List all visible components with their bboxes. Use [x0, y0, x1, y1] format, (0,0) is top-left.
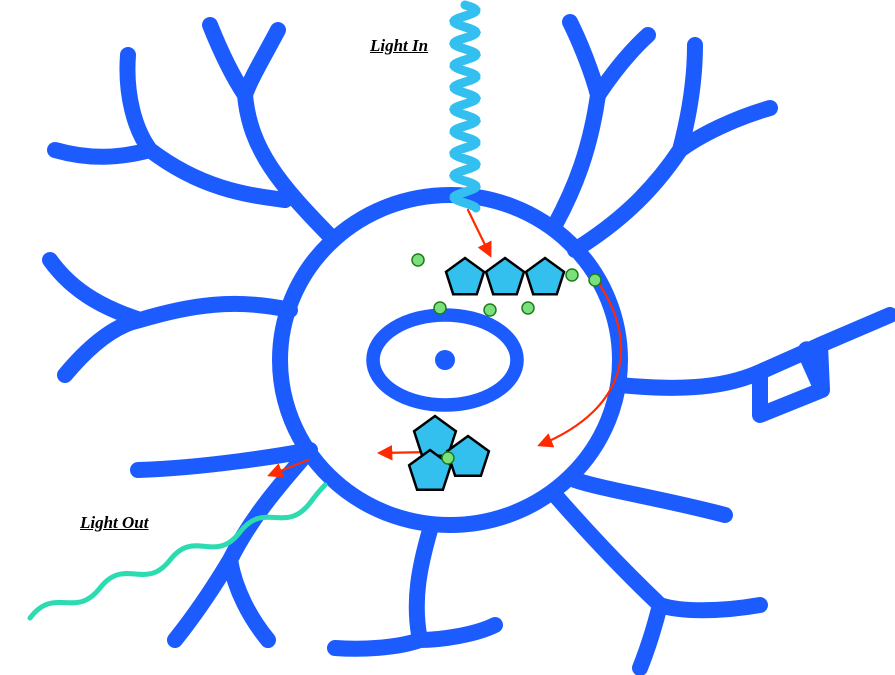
- green-dot-4: [566, 269, 578, 281]
- label-light-in: Light In: [370, 36, 428, 56]
- green-dot-3: [522, 302, 534, 314]
- label-light-out: Light Out: [80, 513, 149, 533]
- green-dot-5: [589, 274, 601, 286]
- light-out-wave: [30, 485, 325, 618]
- pentagon-0: [446, 258, 484, 294]
- dendrite-3: [335, 530, 495, 649]
- green-dot-1: [434, 302, 446, 314]
- diagram-neuron-light: Light In Light Out: [0, 0, 895, 675]
- pentagons: [409, 258, 564, 490]
- light-in-wave: [454, 5, 476, 208]
- dendrite-0: [55, 25, 332, 238]
- pentagon-1: [486, 258, 524, 294]
- dendrite-6: [555, 22, 770, 250]
- arrow-a1: [468, 210, 490, 255]
- green-dot-0: [412, 254, 424, 266]
- stage-svg: [0, 0, 895, 675]
- pentagon-2: [526, 258, 564, 294]
- green-dot-2: [484, 304, 496, 316]
- dendrite-1: [50, 260, 290, 375]
- dendrite-4: [555, 480, 760, 668]
- green-dot-6: [442, 452, 454, 464]
- nucleus-dot: [435, 350, 455, 370]
- dendrite-5: [620, 315, 890, 415]
